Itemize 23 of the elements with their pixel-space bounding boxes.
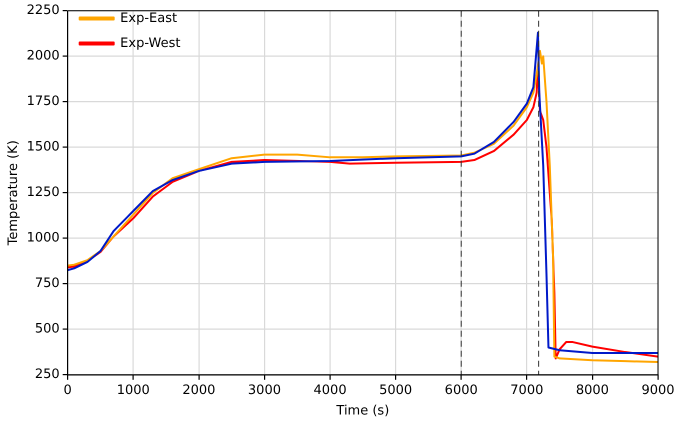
y-tick-label: 250 bbox=[34, 367, 60, 382]
y-tick-label: 1500 bbox=[26, 140, 60, 155]
y-tick-label: 2000 bbox=[26, 48, 60, 64]
legend-label: Exp-East bbox=[120, 10, 178, 26]
x-tick-label: 2000 bbox=[182, 382, 216, 398]
legend-label: Exp-West bbox=[120, 36, 180, 51]
x-tick-label: 6000 bbox=[444, 382, 478, 398]
x-axis-title: Time (s) bbox=[335, 404, 390, 419]
x-tick-label: 3000 bbox=[248, 382, 282, 398]
y-tick-label: 2250 bbox=[26, 3, 60, 18]
y-tick-label: 750 bbox=[34, 276, 60, 292]
x-tick-label: 5000 bbox=[379, 382, 412, 398]
x-tick-label: 7000 bbox=[510, 382, 544, 398]
x-tick-label: 1000 bbox=[116, 382, 150, 398]
x-tick-label: 4000 bbox=[314, 382, 347, 398]
x-tick-label: 8000 bbox=[576, 382, 609, 398]
y-tick-label: 1750 bbox=[26, 94, 60, 110]
y-tick-label: 500 bbox=[34, 322, 60, 337]
y-tick-label: 1000 bbox=[26, 230, 60, 246]
x-tick-label: 9000 bbox=[641, 382, 675, 398]
y-axis-title: Temperature (K) bbox=[6, 140, 22, 246]
y-tick-label: 1250 bbox=[26, 185, 60, 200]
x-tick-label: 0 bbox=[64, 382, 72, 398]
